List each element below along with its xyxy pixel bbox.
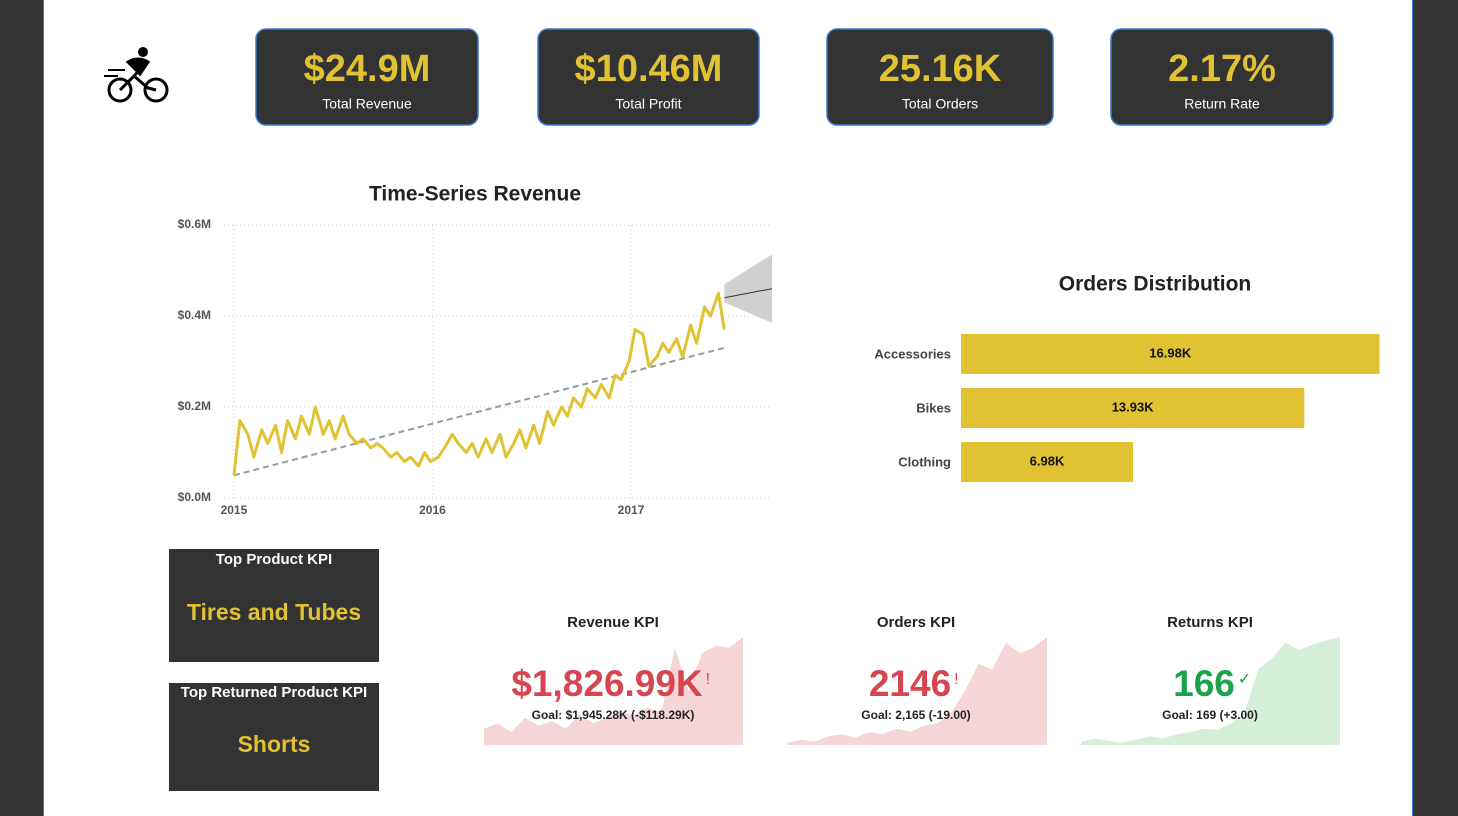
kpi-title: Returns KPI [1167,614,1253,631]
kpi-goal: Goal: $1,945.28K (-$118.29K) [532,708,695,722]
kpi-title: Revenue KPI [567,614,659,631]
forecast-band [724,254,772,323]
kpi-card [255,28,479,126]
y-tick-label: $0.0M [178,490,211,504]
kpi-trend-area [1081,637,1340,745]
kpi-value: $10.46M [575,48,723,90]
kpi-value: 25.16K [879,48,1002,90]
x-tick-label: 2016 [419,503,446,517]
kpi-value: 2.17% [1168,48,1276,90]
y-tick-label: $0.4M [178,308,211,322]
kpi-status: ! [706,671,710,688]
bar [961,442,1134,482]
product-card-value: Tires and Tubes [187,599,361,625]
product-card-title: Top Returned Product KPI [181,684,367,701]
bike-logo [104,47,169,103]
kpi-card [1110,28,1334,126]
category-label: Accessories [874,346,951,361]
chart-title: Time-Series Revenue [369,183,581,206]
kpi-value: $24.9M [304,48,431,90]
kpi-goal: Goal: 169 (+3.00) [1162,708,1258,722]
kpi-goal: Goal: 2,165 (-19.00) [861,708,970,722]
product-card-title: Top Product KPI [216,551,332,568]
kpi-label: Return Rate [1184,96,1260,112]
kpi-label: Total Revenue [322,96,412,112]
kpi-value: 2146 [869,663,951,704]
revenue-line [232,291,726,476]
chart-title: Orders Distribution [1059,273,1252,296]
kpi-trend-area [484,637,743,745]
y-tick-label: $0.2M [178,399,211,413]
kpi-value: $1,826.99K [511,663,703,704]
bar [961,334,1380,374]
category-label: Clothing [898,454,951,469]
forecast-line [724,288,773,299]
kpi-card [826,28,1054,126]
trend-line [233,346,725,477]
x-tick-label: 2017 [618,503,645,517]
kpi-card [537,28,760,126]
kpi-title: Orders KPI [877,614,955,631]
kpi-status: ✓ [1238,671,1251,688]
product-card [169,549,379,662]
category-label: Bikes [916,400,951,415]
bar-value-label: 13.93K [1112,399,1155,414]
bar-value-label: 6.98K [1030,453,1065,468]
x-tick-label: 2015 [221,503,248,517]
kpi-trend-area [787,637,1047,745]
kpi-status: ! [954,671,958,688]
bar [961,388,1305,428]
kpi-label: Total Orders [902,96,978,112]
bar-value-label: 16.98K [1149,345,1192,360]
kpi-value: 166 [1173,663,1235,704]
kpi-label: Total Profit [615,96,681,112]
product-card [169,683,379,791]
product-card-value: Shorts [238,731,311,757]
y-tick-label: $0.6M [178,217,211,231]
